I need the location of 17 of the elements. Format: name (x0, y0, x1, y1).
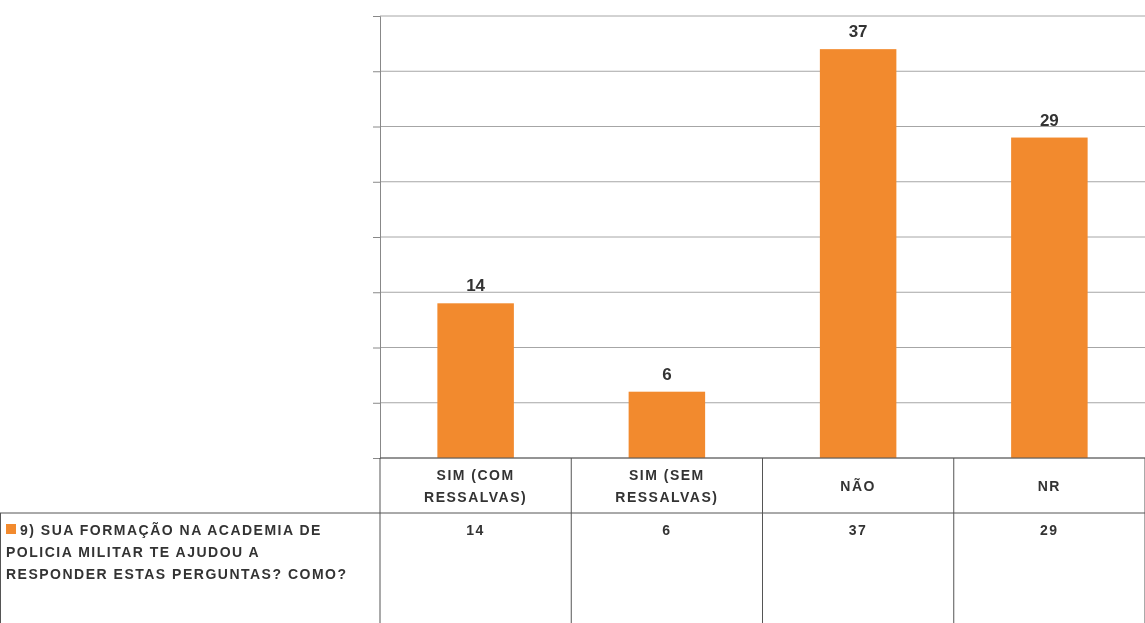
x-tick-label: NR (1037, 477, 1061, 494)
bar (437, 303, 514, 458)
x-tick-label: SIM (SEM RESSALVAS) (615, 466, 719, 505)
data-label: 29 (1039, 110, 1059, 130)
bar (1011, 137, 1088, 458)
legend-label: 9) SUA FORMAÇÃO NA ACADEMIA DE POLICIA MILITAR TE AJUDOU A RESPONDER ESTAS PERGUNTAS? COMO? (6, 521, 348, 582)
text: 6 (662, 522, 672, 538)
x-tick-label: SIM (COM RESSALVAS) (424, 466, 528, 505)
x-tick-label: NÃO (840, 476, 876, 494)
data-label: 37 (848, 22, 868, 42)
text: 14 (466, 522, 485, 538)
bar (628, 391, 706, 458)
text: 37 (848, 522, 868, 538)
data-label: 14 (466, 276, 486, 296)
data-label: 6 (662, 364, 672, 384)
text: 29 (1040, 522, 1059, 538)
bar (819, 49, 897, 458)
